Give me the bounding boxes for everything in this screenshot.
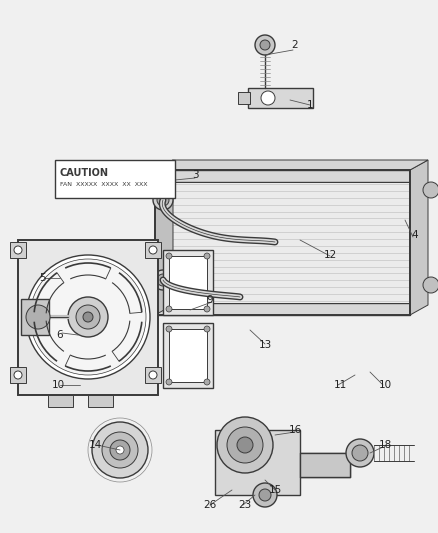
Text: 13: 13 xyxy=(258,340,272,350)
Text: 9: 9 xyxy=(207,295,213,305)
Text: 23: 23 xyxy=(238,500,251,510)
Text: 15: 15 xyxy=(268,485,282,495)
Text: 11: 11 xyxy=(333,380,346,390)
Circle shape xyxy=(26,305,50,329)
Circle shape xyxy=(157,194,169,206)
Bar xyxy=(143,297,155,313)
Text: CAUTION: CAUTION xyxy=(60,168,109,178)
Bar xyxy=(155,170,410,182)
Circle shape xyxy=(204,379,210,385)
Text: FAN  XXXXX  XXXX  XX  XXX: FAN XXXXX XXXX XX XXX xyxy=(60,182,148,187)
Circle shape xyxy=(30,259,146,375)
Bar xyxy=(88,395,113,407)
Circle shape xyxy=(14,246,22,254)
Text: 3: 3 xyxy=(192,170,198,180)
Circle shape xyxy=(14,371,22,379)
Bar xyxy=(145,242,161,258)
Circle shape xyxy=(227,427,263,463)
Circle shape xyxy=(352,445,368,461)
Circle shape xyxy=(153,190,173,210)
Circle shape xyxy=(423,277,438,293)
Text: 6: 6 xyxy=(57,330,64,340)
Text: 26: 26 xyxy=(203,500,217,510)
Circle shape xyxy=(204,306,210,312)
Text: 2: 2 xyxy=(292,40,298,50)
Polygon shape xyxy=(155,160,173,315)
Circle shape xyxy=(76,305,100,329)
Bar xyxy=(18,240,158,395)
Circle shape xyxy=(149,371,157,379)
Text: 12: 12 xyxy=(323,250,337,260)
Polygon shape xyxy=(410,160,428,315)
Text: 18: 18 xyxy=(378,440,392,450)
Circle shape xyxy=(166,379,172,385)
Circle shape xyxy=(423,182,438,198)
Circle shape xyxy=(149,246,157,254)
Polygon shape xyxy=(155,160,428,170)
Text: 5: 5 xyxy=(39,273,45,283)
Circle shape xyxy=(237,437,253,453)
Circle shape xyxy=(204,326,210,332)
Text: 1: 1 xyxy=(307,100,313,110)
Bar xyxy=(48,395,73,407)
Circle shape xyxy=(110,440,130,460)
Circle shape xyxy=(260,40,270,50)
Bar xyxy=(163,250,213,315)
Circle shape xyxy=(166,306,172,312)
Bar xyxy=(248,88,313,108)
Text: 10: 10 xyxy=(51,380,64,390)
Circle shape xyxy=(261,91,275,105)
Circle shape xyxy=(166,253,172,259)
Circle shape xyxy=(153,270,173,290)
Bar xyxy=(169,256,207,309)
Text: 4: 4 xyxy=(412,230,418,240)
Text: 10: 10 xyxy=(378,380,392,390)
Bar xyxy=(145,367,161,383)
Bar xyxy=(163,323,213,388)
Bar xyxy=(21,299,49,335)
Circle shape xyxy=(26,255,150,379)
Bar xyxy=(215,430,300,495)
Circle shape xyxy=(157,274,169,286)
Circle shape xyxy=(204,253,210,259)
Bar xyxy=(169,329,207,382)
Circle shape xyxy=(92,422,148,478)
Circle shape xyxy=(68,297,108,337)
Circle shape xyxy=(217,417,273,473)
Bar xyxy=(10,367,26,383)
Circle shape xyxy=(116,446,124,454)
Bar xyxy=(238,92,250,104)
Circle shape xyxy=(166,326,172,332)
Circle shape xyxy=(259,489,271,501)
Bar xyxy=(155,182,410,303)
Bar xyxy=(155,303,410,315)
Circle shape xyxy=(346,439,374,467)
Bar xyxy=(300,453,350,477)
Bar xyxy=(10,242,26,258)
FancyBboxPatch shape xyxy=(55,160,175,198)
Text: 16: 16 xyxy=(288,425,302,435)
Circle shape xyxy=(253,483,277,507)
Circle shape xyxy=(255,35,275,55)
Text: 14: 14 xyxy=(88,440,102,450)
Circle shape xyxy=(83,312,93,322)
Circle shape xyxy=(102,432,138,468)
